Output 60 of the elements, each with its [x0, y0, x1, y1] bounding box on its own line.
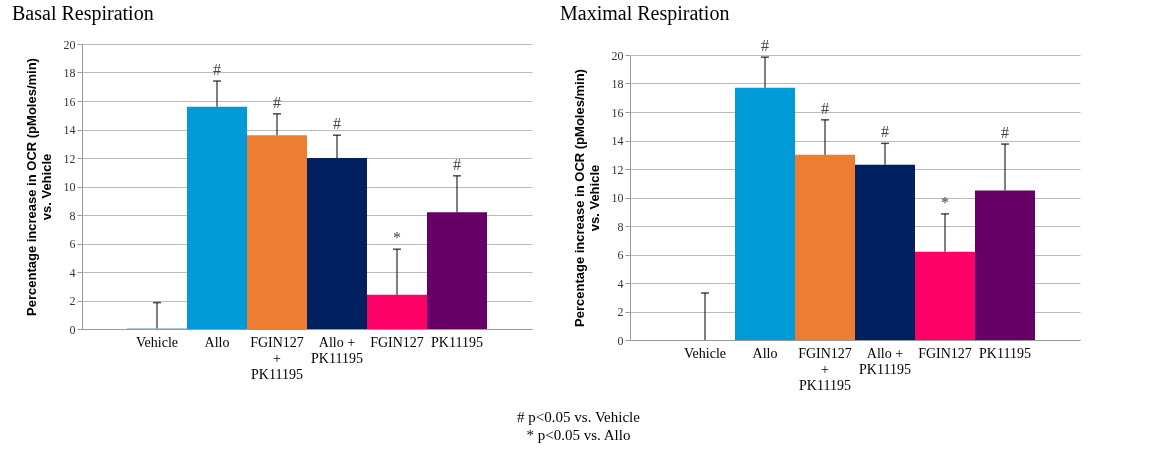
annotation: # — [273, 93, 281, 111]
y-tick-label: 10 — [63, 180, 76, 194]
bar — [247, 135, 307, 329]
annotation: # — [821, 99, 829, 117]
y-tick-label: 6 — [69, 237, 76, 251]
annotation: # — [881, 123, 889, 141]
x-tick-label: Allo + PK11195 — [859, 345, 911, 377]
annotation: # — [453, 155, 461, 173]
x-tick-label: Allo — [752, 345, 778, 361]
bar — [735, 87, 795, 340]
y-tick-label: 8 — [617, 219, 624, 234]
y-tick-label: 20 — [63, 37, 76, 52]
y-tick-label: 14 — [611, 134, 624, 148]
bar — [915, 251, 975, 340]
x-tick-label: Allo — [204, 334, 230, 350]
annotation: # — [333, 115, 341, 133]
bar — [187, 106, 247, 329]
text: * p<0.05 vs. Allo — [525, 426, 632, 444]
y-axis-title: Percentage increase in OCR (pMoles/min) vs. Vehicle — [23, 58, 54, 316]
text: # p<0.05 vs. Vehicle — [516, 408, 641, 426]
y-tick-label: 10 — [611, 191, 624, 205]
x-tick-label: PK11195 — [979, 345, 1031, 361]
annotation: * — [941, 193, 949, 211]
y-axis-title: Percentage increase in OCR (pMoles/min) vs. Vehicle — [571, 69, 602, 327]
y-tick-label: 4 — [69, 265, 76, 280]
y-tick-label: 2 — [69, 294, 76, 308]
y-tick-label: 2 — [617, 305, 624, 319]
bar — [427, 212, 487, 329]
annotation: # — [761, 37, 769, 55]
x-tick-label: Allo + PK11195 — [311, 334, 363, 366]
chart-title: Basal Respiration — [12, 2, 154, 25]
bar — [307, 158, 367, 329]
y-tick-label: 18 — [63, 66, 76, 80]
y-tick-label: 12 — [63, 151, 76, 166]
x-tick-label: FGIN127 — [370, 334, 424, 350]
bar — [795, 154, 855, 340]
bar — [975, 190, 1035, 340]
bar — [367, 294, 427, 329]
y-tick-label: 0 — [69, 322, 76, 337]
chart-title: Maximal Respiration — [560, 2, 730, 26]
y-tick-label: 20 — [611, 48, 624, 63]
y-tick-label: 8 — [69, 208, 76, 223]
x-tick-label: FGIN127 — [918, 345, 972, 361]
x-tick-label: PK11195 — [431, 334, 483, 350]
y-tick-label: 16 — [63, 94, 76, 109]
y-tick-label: 0 — [617, 333, 624, 348]
y-tick-label: 12 — [611, 162, 624, 177]
y-tick-label: 4 — [617, 276, 624, 291]
x-tick-label: Vehicle — [684, 345, 726, 361]
x-tick-label: FGIN127 + PK11195 — [798, 345, 852, 393]
y-tick-label: 18 — [611, 77, 624, 91]
x-tick-label: FGIN127 + PK11195 — [250, 334, 304, 382]
y-tick-label: 6 — [617, 248, 624, 262]
x-tick-label: Vehicle — [136, 334, 178, 350]
y-tick-label: 14 — [63, 123, 76, 137]
y-tick-label: 16 — [611, 105, 624, 120]
annotation: # — [213, 61, 221, 79]
bar — [855, 164, 915, 340]
annotation: # — [1001, 124, 1009, 142]
annotation: * — [393, 229, 401, 247]
